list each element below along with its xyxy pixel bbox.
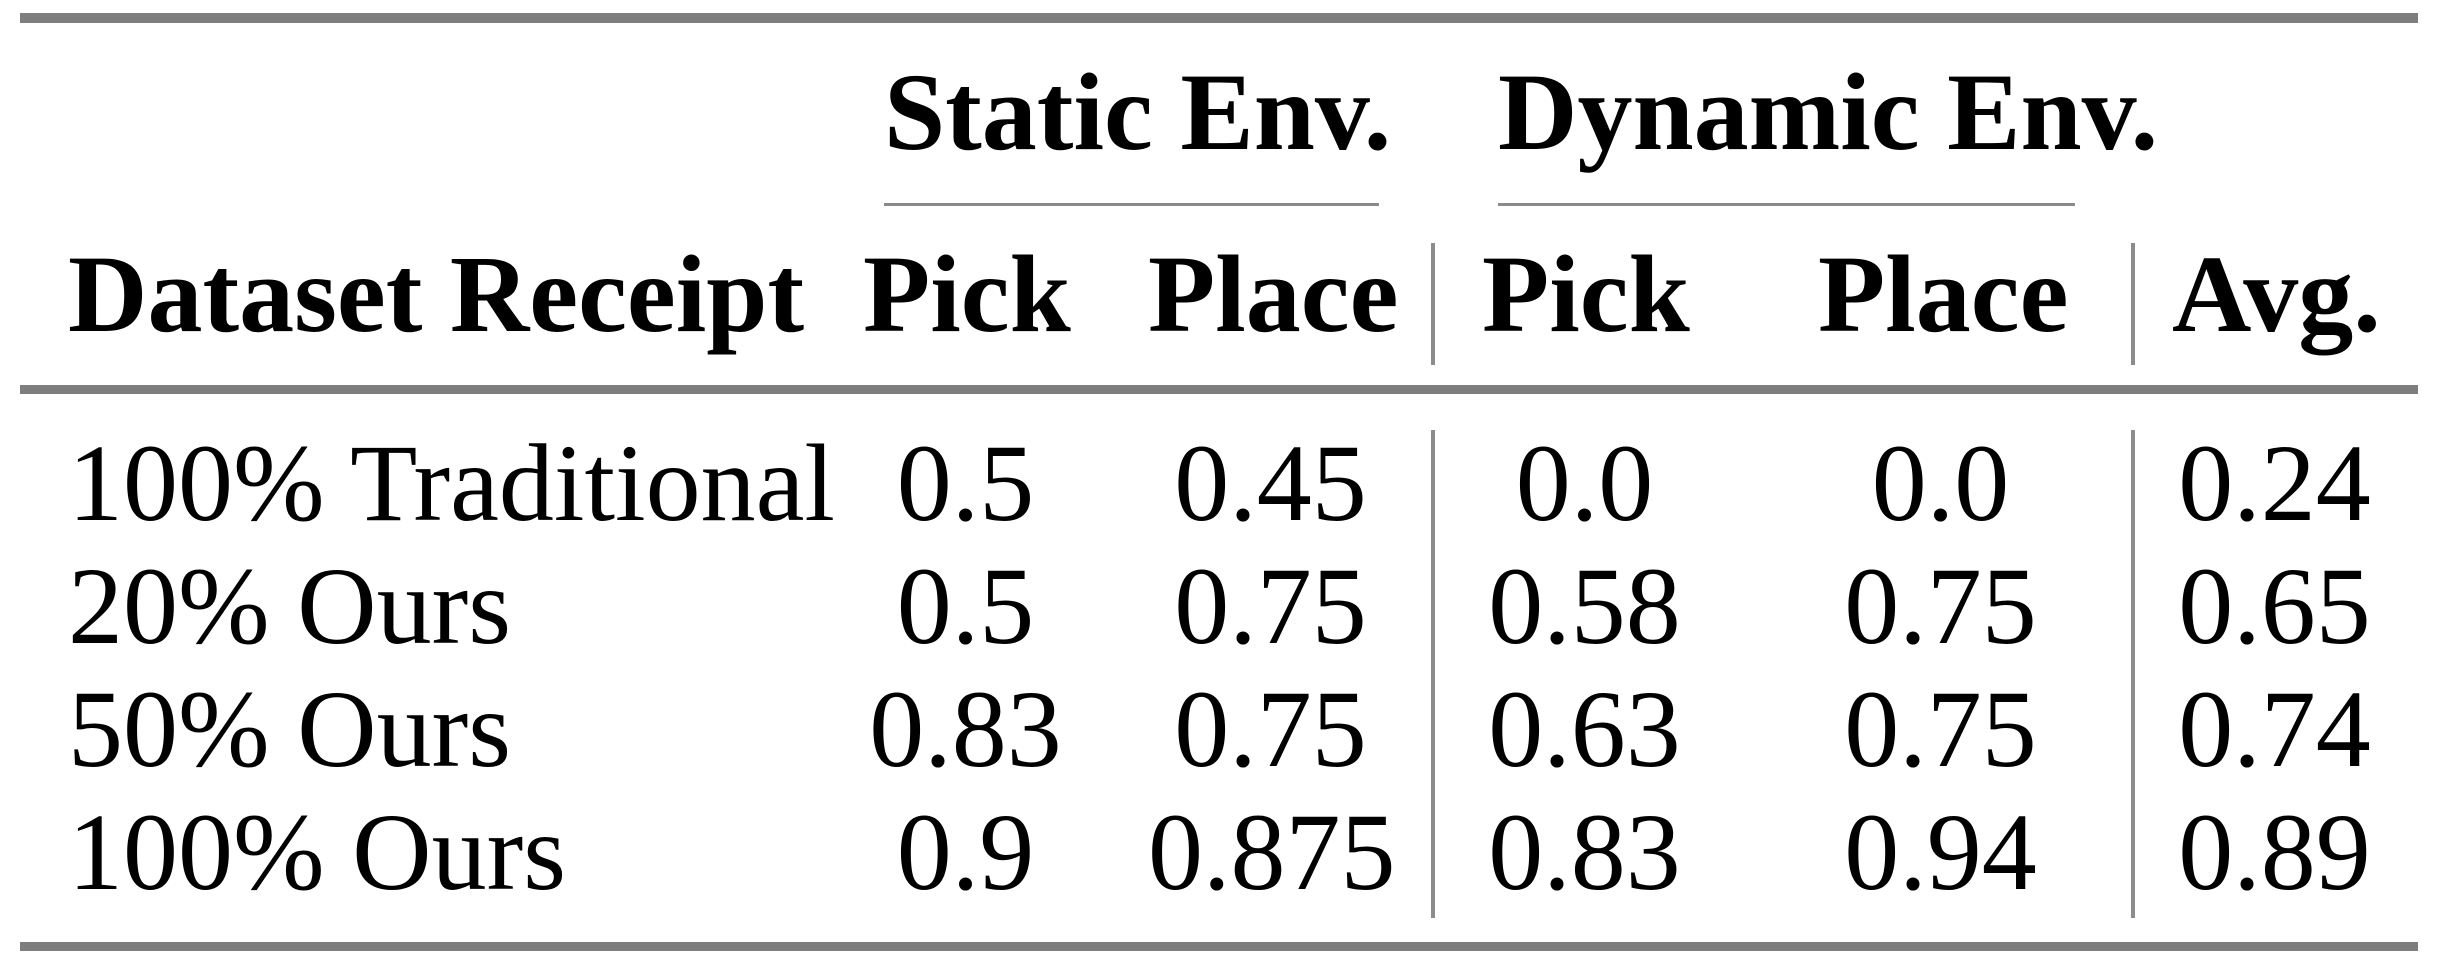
row-label: 50% Ours (68, 668, 512, 790)
cell-avg: 0.89 (2178, 791, 2371, 913)
table-header-rule (20, 385, 2418, 394)
cell-static-pick: 0.5 (896, 545, 1035, 667)
cell-dynamic-pick: 0.58 (1488, 545, 1681, 667)
cell-dynamic-pick: 0.0 (1515, 422, 1654, 544)
column-header-static-place: Place (1148, 233, 1399, 355)
column-header-dynamic-pick: Pick (1482, 233, 1690, 355)
column-separator-avg-body (2131, 430, 2135, 918)
row-label: 20% Ours (68, 545, 512, 667)
cell-static-place: 0.875 (1148, 791, 1396, 913)
row-label: 100% Traditional (68, 422, 835, 544)
cell-avg: 0.65 (2178, 545, 2371, 667)
column-separator-static-dynamic-header (1431, 243, 1435, 365)
group-header-dynamic-env: Dynamic Env. (1498, 51, 2159, 173)
table-top-rule (20, 13, 2418, 23)
dynamic-env-underline (1498, 203, 2075, 206)
cell-static-pick: 0.83 (869, 668, 1062, 790)
column-header-dataset-receipt: Dataset Receipt (68, 233, 805, 355)
cell-static-place: 0.45 (1174, 422, 1367, 544)
cell-dynamic-place: 0.94 (1844, 791, 2037, 913)
cell-static-place: 0.75 (1174, 545, 1367, 667)
cell-dynamic-place: 0.0 (1871, 422, 2010, 544)
static-env-underline (884, 203, 1379, 206)
cell-dynamic-pick: 0.83 (1488, 791, 1681, 913)
cell-dynamic-place: 0.75 (1844, 668, 2037, 790)
column-header-static-pick: Pick (863, 233, 1071, 355)
column-header-avg: Avg. (2172, 233, 2381, 355)
cell-avg: 0.74 (2178, 668, 2371, 790)
cell-static-place: 0.75 (1174, 668, 1367, 790)
column-header-dynamic-place: Place (1818, 233, 2069, 355)
cell-avg: 0.24 (2178, 422, 2371, 544)
cell-static-pick: 0.5 (896, 422, 1035, 544)
group-header-static-env: Static Env. (884, 51, 1392, 173)
column-separator-static-dynamic-body (1431, 430, 1435, 918)
column-separator-avg-header (2131, 243, 2135, 365)
row-label: 100% Ours (68, 791, 567, 913)
table-bottom-rule (20, 942, 2418, 951)
cell-dynamic-pick: 0.63 (1488, 668, 1681, 790)
cell-static-pick: 0.9 (896, 791, 1035, 913)
cell-dynamic-place: 0.75 (1844, 545, 2037, 667)
